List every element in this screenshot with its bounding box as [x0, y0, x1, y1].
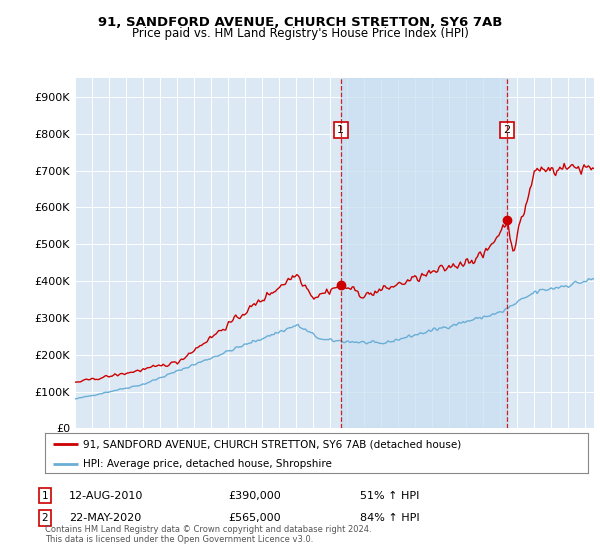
Text: 1: 1 — [41, 491, 49, 501]
Text: £390,000: £390,000 — [228, 491, 281, 501]
Bar — [341, 78, 507, 428]
Text: 91, SANDFORD AVENUE, CHURCH STRETTON, SY6 7AB (detached house): 91, SANDFORD AVENUE, CHURCH STRETTON, SY… — [83, 439, 461, 449]
Text: 2: 2 — [41, 513, 49, 523]
Text: 22-MAY-2020: 22-MAY-2020 — [69, 513, 141, 523]
Text: HPI: Average price, detached house, Shropshire: HPI: Average price, detached house, Shro… — [83, 459, 332, 469]
Text: 2: 2 — [503, 125, 511, 135]
Text: 84% ↑ HPI: 84% ↑ HPI — [360, 513, 419, 523]
Text: 91, SANDFORD AVENUE, CHURCH STRETTON, SY6 7AB: 91, SANDFORD AVENUE, CHURCH STRETTON, SY… — [98, 16, 502, 29]
Text: Price paid vs. HM Land Registry's House Price Index (HPI): Price paid vs. HM Land Registry's House … — [131, 27, 469, 40]
Text: 1: 1 — [337, 125, 344, 135]
Text: 12-AUG-2010: 12-AUG-2010 — [69, 491, 143, 501]
Text: Contains HM Land Registry data © Crown copyright and database right 2024.
This d: Contains HM Land Registry data © Crown c… — [45, 525, 371, 544]
Text: 51% ↑ HPI: 51% ↑ HPI — [360, 491, 419, 501]
Text: £565,000: £565,000 — [228, 513, 281, 523]
